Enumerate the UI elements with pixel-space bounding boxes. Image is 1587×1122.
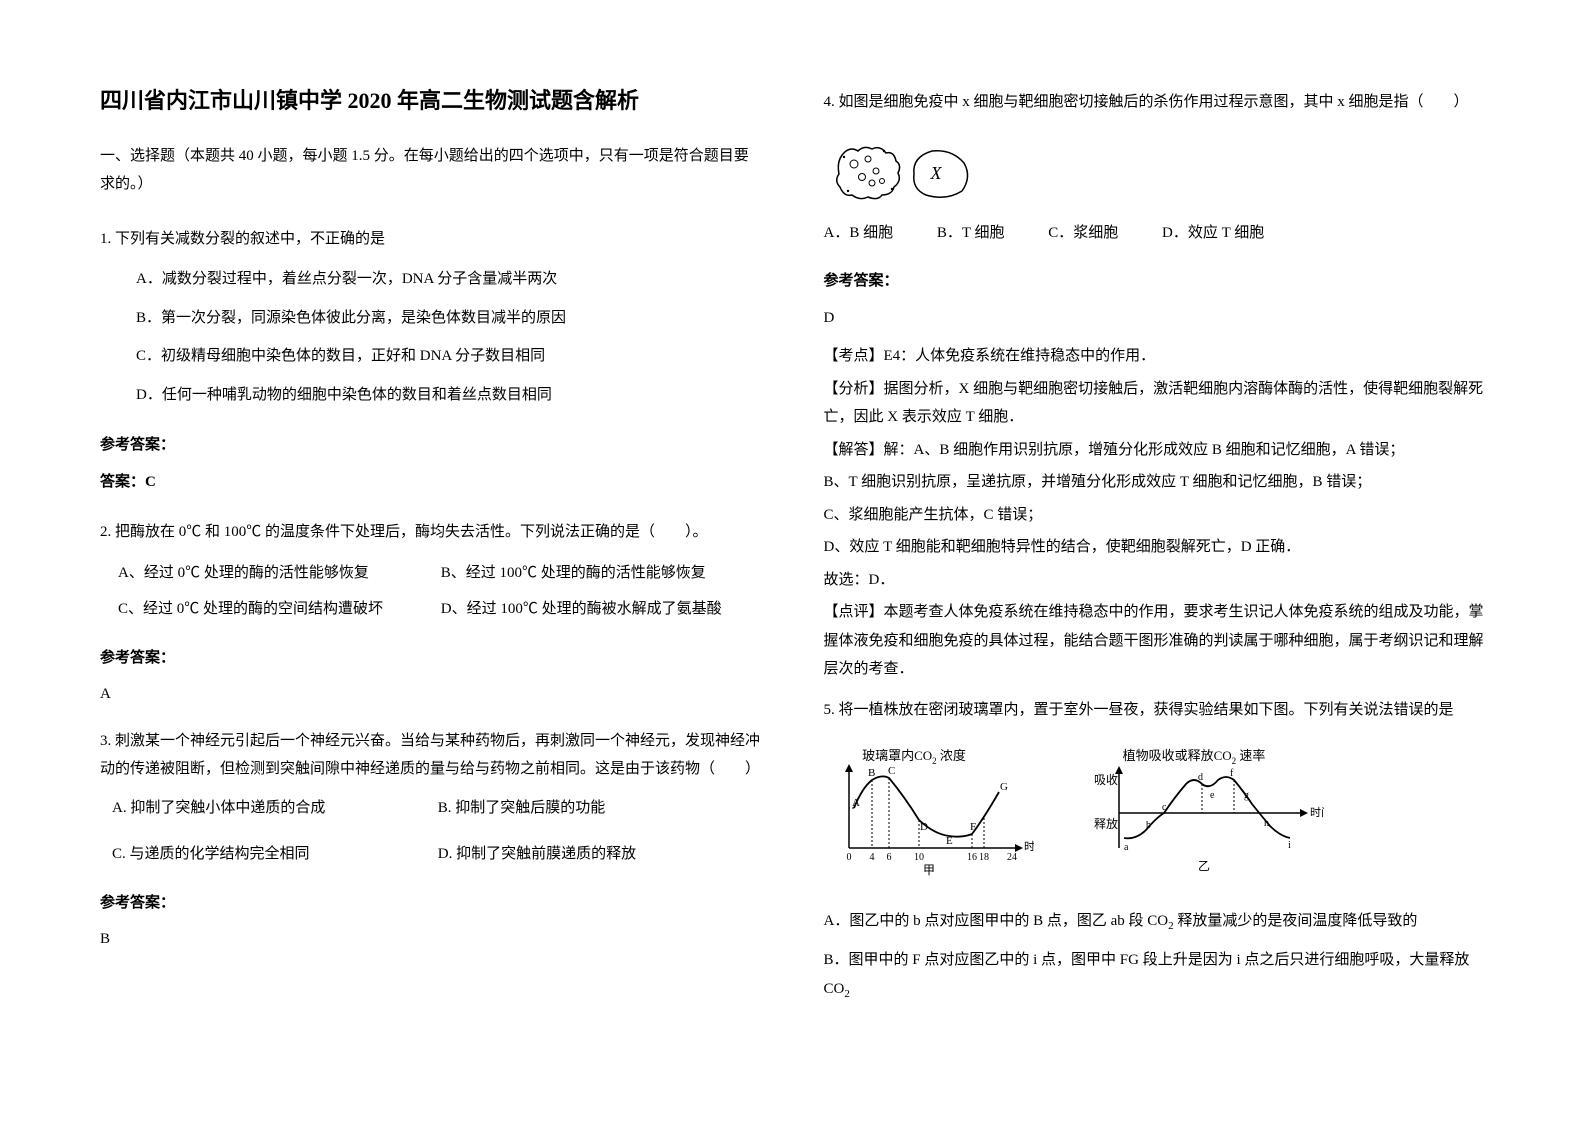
q2-opt-b: B、经过 100℃ 处理的酶的活性能够恢复 — [441, 559, 764, 588]
page-title: 四川省内江市山川镇中学 2020 年高二生物测试题含解析 — [100, 80, 764, 122]
q2-opt-c: C、经过 0℃ 处理的酶的空间结构遭破坏 — [118, 595, 441, 624]
svg-text:24: 24 — [1007, 852, 1017, 863]
svg-text:D: D — [920, 821, 928, 833]
q4-exp-5: C、浆细胞能产生抗体，C 错误； — [824, 501, 1488, 530]
q1-stem: 1. 下列有关减数分裂的叙述中，不正确的是 — [100, 225, 764, 254]
svg-text:16: 16 — [967, 852, 977, 863]
q4-exp-2: 【分析】据图分析，X 细胞与靶细胞密切接触后，激活靶细胞内溶酶体酶的活性，使得靶… — [824, 375, 1488, 432]
svg-text:释放: 释放 — [1094, 816, 1118, 831]
svg-text:18: 18 — [979, 852, 989, 863]
q3-opt-d: D. 抑制了突触前膜递质的释放 — [438, 840, 764, 869]
q2-answer: A — [100, 680, 764, 709]
q5-opt-a: A．图乙中的 b 点对应图甲中的 B 点，图乙 ab 段 CO2 释放量减少的是… — [824, 907, 1488, 937]
svg-text:乙: 乙 — [1197, 859, 1209, 873]
svg-text:植物吸收或释放CO2 速率: 植物吸收或释放CO2 速率 — [1122, 748, 1265, 766]
q3-stem: 3. 刺激某一个神经元引起后一个神经元兴奋。当给与某种药物后，再刺激同一个神经元… — [100, 727, 764, 784]
svg-text:时间: 时间 — [1024, 840, 1034, 853]
svg-text:6: 6 — [886, 852, 891, 863]
q3-opt-a: A. 抑制了突触小体中递质的合成 — [112, 794, 438, 823]
svg-text:C: C — [888, 765, 895, 777]
svg-text:玻璃罩内CO2 浓度: 玻璃罩内CO2 浓度 — [862, 748, 966, 766]
q1-opt-a: A．减数分裂过程中，着丝点分裂一次，DNA 分子含量减半两次 — [136, 265, 764, 294]
svg-text:d: d — [1198, 772, 1203, 783]
q2-opt-d: D、经过 100℃ 处理的酶被水解成了氨基酸 — [441, 595, 764, 624]
q4-exp-7: 故选：D． — [824, 566, 1488, 595]
svg-text:e: e — [1210, 790, 1215, 801]
q1-answer-label: 参考答案： — [100, 431, 764, 460]
q4-exp-4: B、T 细胞识别抗原，呈递抗原，并增殖分化形成效应 T 细胞和记忆细胞，B 错误… — [824, 468, 1488, 497]
svg-text:i: i — [1288, 840, 1291, 851]
q4-exp-8: 【点评】本题考查人体免疫系统在维持稳态中的作用，要求考生识记人体免疫系统的组成及… — [824, 598, 1488, 684]
svg-text:E: E — [946, 835, 953, 847]
q4-opt-b: B．T 细胞 — [937, 219, 1005, 248]
svg-text:a: a — [1124, 842, 1129, 853]
svg-text:X: X — [929, 163, 942, 183]
svg-text:A: A — [852, 797, 860, 809]
q4-exp-3: 【解答】解：A、B 细胞作用识别抗原，增殖分化形成效应 B 细胞和记忆细胞，A … — [824, 436, 1488, 465]
q1-opt-b: B．第一次分裂，同源染色体彼此分离，是染色体数目减半的原因 — [136, 304, 764, 333]
q5-chart-yi: 植物吸收或释放CO2 速率 吸收 释放 a b c d — [1074, 748, 1324, 889]
section-header: 一、选择题（本题共 40 小题，每小题 1.5 分。在每小题给出的四个选项中，只… — [100, 142, 764, 199]
q4-answer-label: 参考答案： — [824, 267, 1488, 296]
svg-text:时间: 时间 — [1310, 806, 1324, 819]
svg-text:B: B — [868, 767, 875, 779]
q1-opt-d: D．任何一种哺乳动物的细胞中染色体的数目和着丝点数目相同 — [136, 381, 764, 410]
q3-opt-b: B. 抑制了突触后膜的功能 — [438, 794, 764, 823]
svg-text:f: f — [1230, 768, 1234, 779]
svg-text:F: F — [970, 821, 976, 833]
right-column: 4. 如图是细胞免疫中 x 细胞与靶细胞密切接触后的杀伤作用过程示意图，其中 x… — [824, 80, 1488, 1042]
q1-opt-c: C．初级精母细胞中染色体的数目，正好和 DNA 分子数目相同 — [136, 342, 764, 371]
svg-text:h: h — [1264, 818, 1269, 829]
q4-opt-d: D．效应 T 细胞 — [1162, 219, 1264, 248]
svg-text:10: 10 — [914, 852, 924, 863]
svg-text:G: G — [1000, 781, 1008, 793]
q1-answer: 答案：C — [100, 468, 764, 497]
q3-answer-label: 参考答案： — [100, 889, 764, 918]
q4-opt-a: A．B 细胞 — [824, 219, 894, 248]
q3-answer: B — [100, 925, 764, 954]
svg-text:吸收: 吸收 — [1094, 773, 1118, 787]
q4-exp-1: 【考点】E4：人体免疫系统在维持稳态中的作用． — [824, 342, 1488, 371]
q4-opt-c: C．浆细胞 — [1048, 219, 1118, 248]
q4-exp-6: D、效应 T 细胞能和靶细胞特异性的结合，使靶细胞裂解死亡，D 正确． — [824, 533, 1488, 562]
svg-text:b: b — [1146, 820, 1151, 831]
q2-stem: 2. 把酶放在 0℃ 和 100℃ 的温度条件下处理后，酶均失去活性。下列说法正… — [100, 518, 764, 547]
q2-answer-label: 参考答案： — [100, 644, 764, 673]
svg-text:0: 0 — [846, 852, 851, 863]
q4-options-row: A．B 细胞 B．T 细胞 C．浆细胞 D．效应 T 细胞 — [824, 219, 1488, 248]
q4-stem: 4. 如图是细胞免疫中 x 细胞与靶细胞密切接触后的杀伤作用过程示意图，其中 x… — [824, 88, 1488, 117]
q4-answer: D — [824, 304, 1488, 333]
svg-text:g: g — [1244, 790, 1249, 801]
svg-text:甲: 甲 — [922, 863, 934, 877]
q2-opt-a: A、经过 0℃ 处理的酶的活性能够恢复 — [118, 559, 441, 588]
q5-chart-jia: 玻璃罩内CO2 浓度 A B C D E — [824, 748, 1034, 889]
q5-stem: 5. 将一植株放在密闭玻璃罩内，置于室外一昼夜，获得实验结果如下图。下列有关说法… — [824, 696, 1488, 725]
q5-charts-row: 玻璃罩内CO2 浓度 A B C D E — [824, 748, 1488, 889]
q5-opt-b: B．图甲中的 F 点对应图乙中的 i 点，图甲中 FG 段上升是因为 i 点之后… — [824, 946, 1488, 1004]
q4-cell-diagram: X — [824, 139, 1004, 209]
svg-text:c: c — [1162, 802, 1167, 813]
left-column: 四川省内江市山川镇中学 2020 年高二生物测试题含解析 一、选择题（本题共 4… — [100, 80, 764, 1042]
svg-text:4: 4 — [869, 852, 874, 863]
q3-opt-c: C. 与递质的化学结构完全相同 — [112, 840, 438, 869]
